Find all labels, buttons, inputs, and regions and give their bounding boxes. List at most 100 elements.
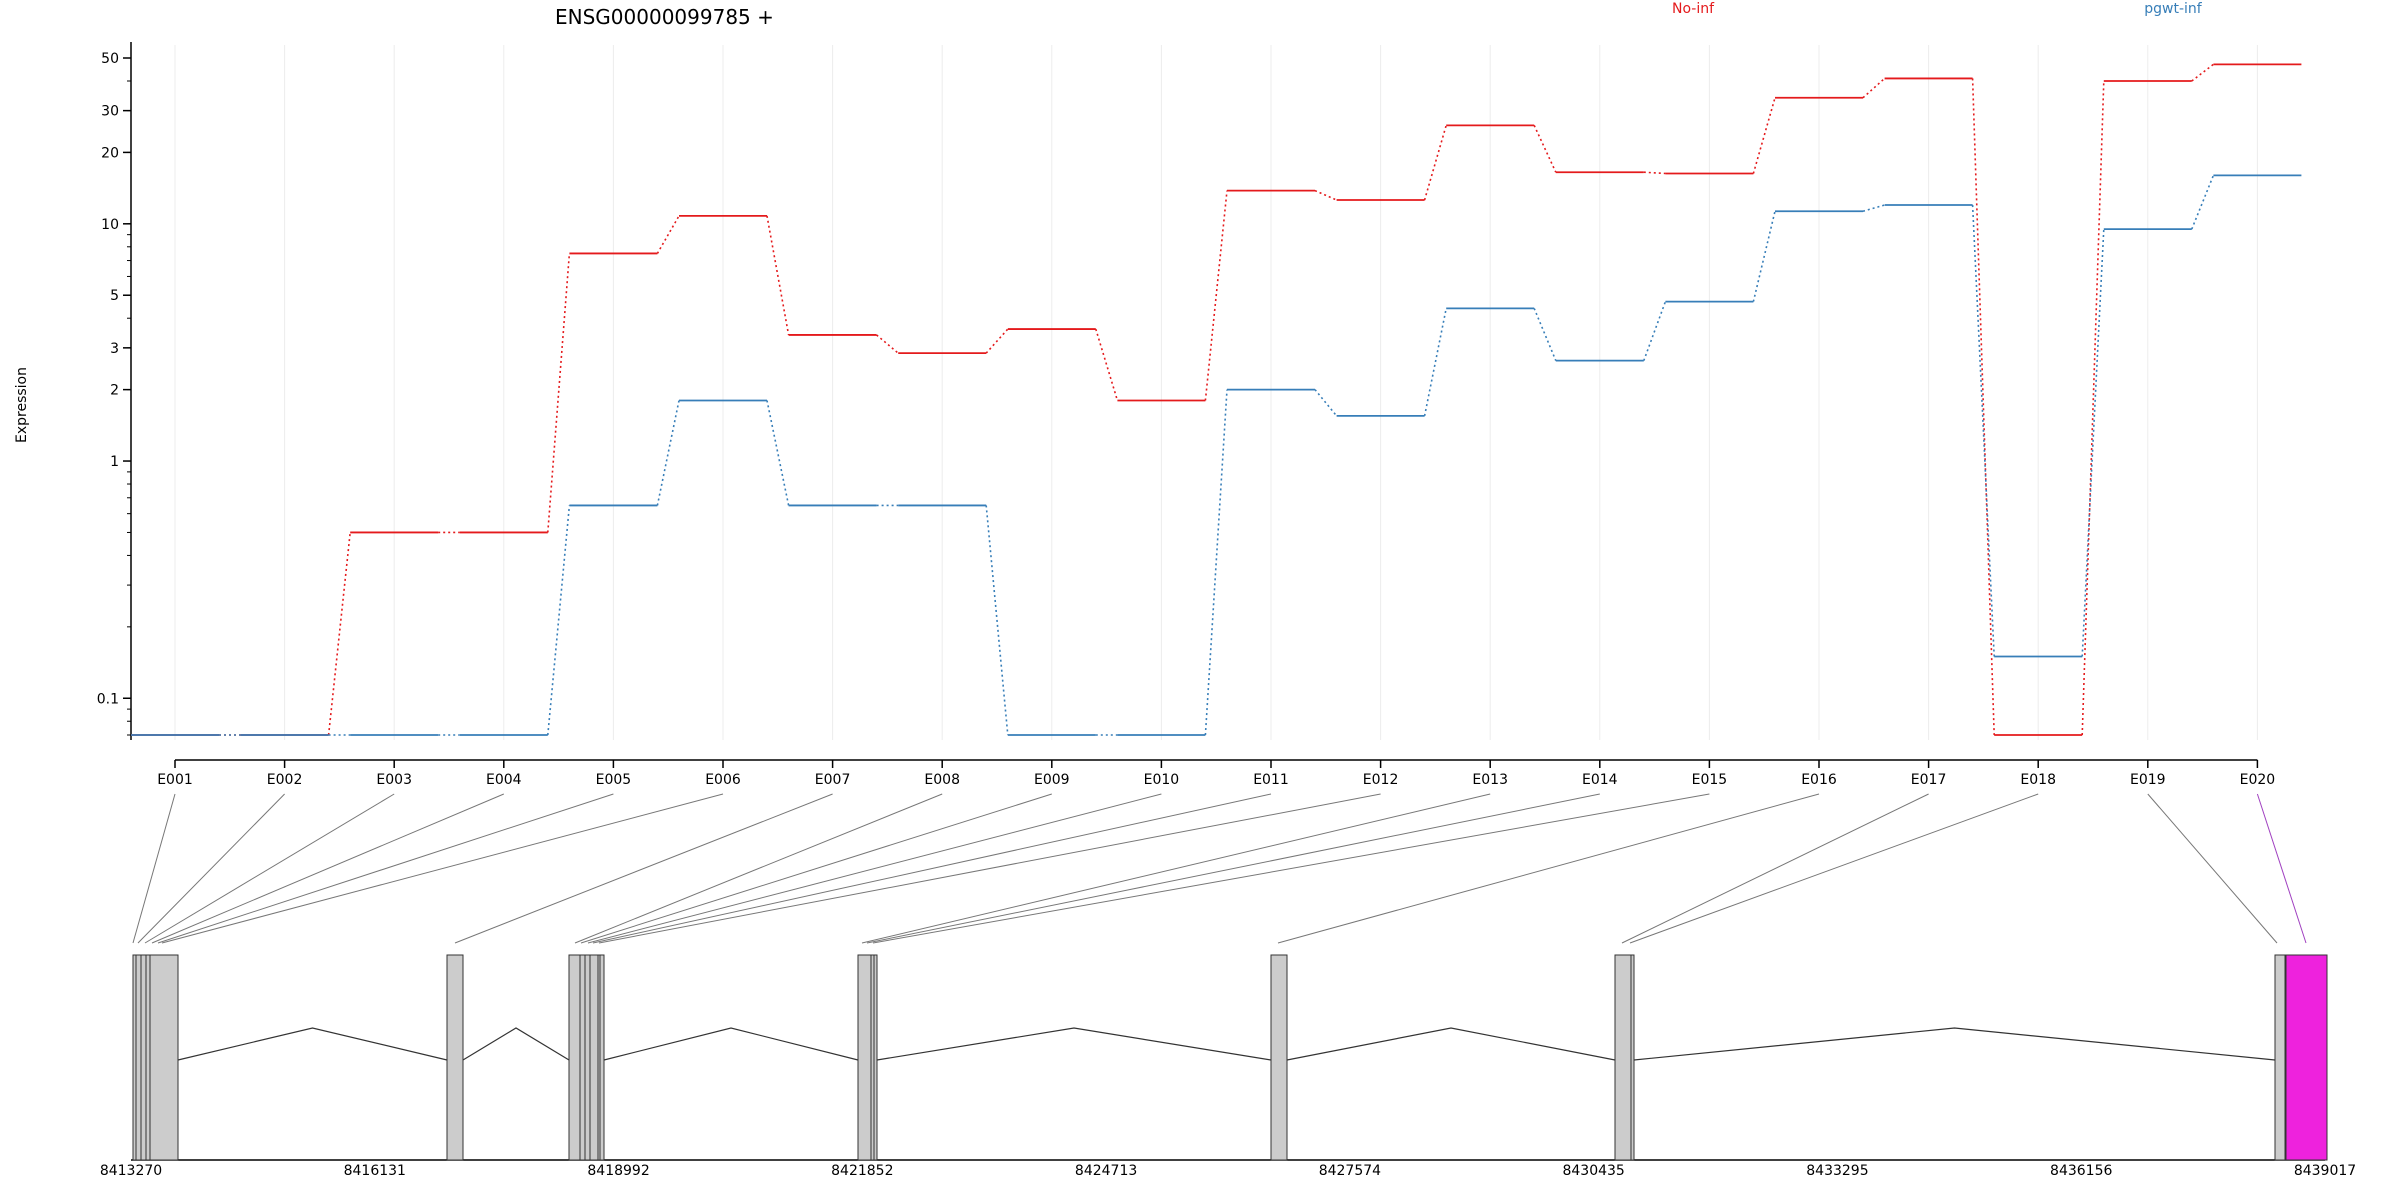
legend-no-inf: No-inf <box>1672 1 1715 17</box>
genomic-coordinate-label: 8424713 <box>1075 1163 1137 1179</box>
genomic-coordinate-label: 8433295 <box>1806 1163 1868 1179</box>
x-tick-label-E001: E001 <box>157 772 193 788</box>
exon-connector-E004 <box>151 793 504 944</box>
x-tick-label-E013: E013 <box>1472 772 1508 788</box>
genomic-coordinate-label: 8413270 <box>100 1163 162 1179</box>
highlighted-exon-block <box>2285 954 2328 1161</box>
exon-connector-E008 <box>574 793 943 944</box>
y-tick-label: 20 <box>101 145 119 161</box>
series-connector <box>1862 204 1885 212</box>
series-connector <box>1095 328 1119 401</box>
intron-line <box>1286 1027 1616 1061</box>
series-connector <box>656 400 680 506</box>
series-connector <box>766 400 790 506</box>
y-tick-label: 30 <box>101 104 119 120</box>
exon-connector-E010 <box>587 793 1162 944</box>
exon-connector-E012 <box>598 793 1381 944</box>
exon-connector-E014 <box>866 793 1600 944</box>
series-connector <box>2081 80 2105 736</box>
series-connector <box>1752 211 1776 302</box>
series-connector <box>1862 77 1886 99</box>
exon-connector-E007 <box>454 793 833 944</box>
exon-connector-E020 <box>2256 793 2307 944</box>
y-axis-label: Expression <box>14 367 30 443</box>
x-tick-label-E014: E014 <box>1582 772 1618 788</box>
y-tick-label: 5 <box>110 288 119 304</box>
exon-connector-E003 <box>144 793 395 944</box>
series-connector <box>2191 175 2215 230</box>
series-connector <box>1643 171 1666 175</box>
series-connector <box>985 328 1009 354</box>
series-connector <box>1643 301 1667 361</box>
series-connector <box>1533 308 1557 361</box>
exon-connector-E002 <box>137 793 285 944</box>
series-connector <box>656 215 680 254</box>
legend-pgwt-inf: pgwt-inf <box>2144 1 2203 17</box>
exon-connector-E006 <box>161 793 724 944</box>
series-connector <box>1971 204 1995 657</box>
exon-block <box>857 954 878 1161</box>
y-tick-label: 10 <box>101 217 119 233</box>
series-connector <box>2081 229 2105 657</box>
x-tick-label-E018: E018 <box>2020 772 2056 788</box>
x-tick-label-E007: E007 <box>815 772 851 788</box>
series-connector <box>1533 125 1557 173</box>
series-connector <box>1204 389 1228 736</box>
x-tick-label-E010: E010 <box>1144 772 1180 788</box>
intron-line <box>462 1027 570 1061</box>
x-tick-label-E012: E012 <box>1363 772 1399 788</box>
exon-connector-E016 <box>1277 793 1820 944</box>
series-connector <box>327 532 351 736</box>
series-connector <box>547 505 571 736</box>
exon-connector-E011 <box>592 793 1272 944</box>
chart-title: ENSG00000099785 + <box>555 5 774 29</box>
intron-line <box>1633 1027 2276 1061</box>
intron-line <box>876 1027 1272 1061</box>
x-tick-label-E008: E008 <box>924 772 960 788</box>
exon-connector-E001 <box>132 793 176 944</box>
x-tick-label-E019: E019 <box>2130 772 2166 788</box>
series-connector <box>547 253 571 533</box>
series-connector <box>2191 63 2214 82</box>
series-connector <box>1314 389 1338 417</box>
exon-connector-layer <box>132 793 2307 944</box>
exon-block <box>2274 954 2287 1161</box>
series-connector <box>766 215 790 336</box>
series-connector <box>1314 189 1337 201</box>
x-tick-label-E016: E016 <box>1801 772 1837 788</box>
x-tick-label-E017: E017 <box>1911 772 1947 788</box>
y-tick-label: 50 <box>101 51 119 67</box>
exon-connector-E015 <box>872 793 1710 944</box>
x-tick-label-E006: E006 <box>705 772 741 788</box>
genomic-coordinate-label: 8436156 <box>2050 1163 2112 1179</box>
x-tick-label-E005: E005 <box>596 772 632 788</box>
exon-connector-E009 <box>580 793 1052 944</box>
series-connector <box>985 505 1009 736</box>
exon-block <box>1614 954 1635 1161</box>
intron-line <box>177 1027 448 1061</box>
axis-layer: 0.1 1 2 3 5 10 20 30 50 E001 E002 E003 E004 E005 E006 E… <box>97 42 2275 788</box>
intron-line <box>603 1027 859 1061</box>
series-connector <box>1423 125 1447 201</box>
genomic-coordinate-label: 8427574 <box>1319 1163 1381 1179</box>
exon-block <box>568 954 605 1161</box>
exon-block <box>132 954 179 1161</box>
exon-connector-E018 <box>1629 793 2039 944</box>
grid-layer <box>174 45 2258 740</box>
x-tick-label-E011: E011 <box>1253 772 1289 788</box>
exon-connector-E005 <box>157 793 614 944</box>
y-tick-label: 2 <box>110 383 119 399</box>
y-tick-label: 1 <box>110 454 119 470</box>
series-pgwt-inf <box>131 174 2302 736</box>
gene-model-layer: 8413270 8416131 8418992 8421852 8424713 84275… <box>100 954 2356 1179</box>
genomic-coordinate-label: 8421852 <box>831 1163 893 1179</box>
exon-connector-E019 <box>2147 793 2278 944</box>
x-tick-label-E003: E003 <box>376 772 412 788</box>
genomic-coordinate-label: 8418992 <box>587 1163 649 1179</box>
genomic-coordinate-label: 8416131 <box>344 1163 406 1179</box>
series-layer <box>131 63 2302 736</box>
x-tick-label-E004: E004 <box>486 772 522 788</box>
x-tick-label-E020: E020 <box>2240 772 2276 788</box>
